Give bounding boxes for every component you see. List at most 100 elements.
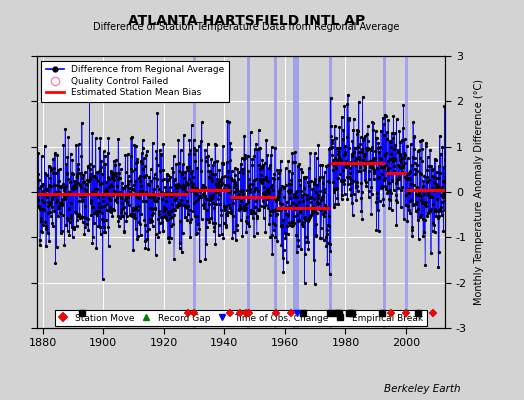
Point bbox=[384, 117, 392, 123]
Point bbox=[231, 179, 239, 185]
Point bbox=[188, 122, 196, 129]
Point bbox=[103, 201, 111, 208]
Point bbox=[430, 229, 439, 236]
Point bbox=[135, 219, 144, 226]
Point bbox=[438, 183, 446, 190]
Point bbox=[56, 210, 64, 216]
Point bbox=[385, 179, 393, 186]
Point bbox=[324, 162, 332, 168]
Point bbox=[250, 210, 259, 216]
Point bbox=[429, 200, 437, 207]
Point bbox=[90, 189, 98, 196]
Point bbox=[403, 218, 411, 224]
Point bbox=[222, 222, 231, 228]
Point bbox=[175, 202, 183, 208]
Point bbox=[72, 210, 80, 216]
Point bbox=[179, 174, 188, 181]
Point bbox=[424, 208, 433, 215]
Point bbox=[75, 211, 83, 217]
Point bbox=[285, 220, 293, 226]
Point bbox=[369, 120, 377, 126]
Point bbox=[365, 175, 374, 182]
Point bbox=[282, 182, 290, 188]
Point bbox=[331, 135, 339, 142]
Point bbox=[265, 188, 273, 195]
Point bbox=[404, 190, 412, 196]
Point bbox=[321, 168, 329, 175]
Point bbox=[339, 167, 347, 174]
Point bbox=[65, 204, 73, 211]
Point bbox=[309, 207, 318, 213]
Point bbox=[369, 165, 377, 171]
Point bbox=[410, 155, 419, 161]
Point bbox=[92, 174, 100, 181]
Point bbox=[366, 146, 374, 152]
Point bbox=[400, 150, 408, 156]
Point bbox=[238, 188, 246, 194]
Point bbox=[401, 174, 409, 180]
Point bbox=[83, 182, 91, 188]
Point bbox=[254, 188, 263, 194]
Point bbox=[126, 211, 134, 218]
Point bbox=[289, 217, 298, 224]
Point bbox=[121, 183, 129, 189]
Point bbox=[178, 185, 187, 191]
Point bbox=[378, 184, 386, 190]
Point bbox=[429, 220, 438, 226]
Point bbox=[371, 155, 379, 162]
Point bbox=[325, 179, 333, 185]
Point bbox=[36, 185, 44, 191]
Point bbox=[97, 210, 106, 216]
Point bbox=[165, 211, 173, 218]
Point bbox=[196, 193, 204, 199]
Point bbox=[108, 172, 117, 178]
Point bbox=[237, 205, 246, 211]
Point bbox=[444, 176, 452, 182]
Point bbox=[314, 206, 323, 212]
Point bbox=[356, 134, 365, 140]
Point bbox=[277, 242, 286, 249]
Point bbox=[143, 148, 151, 155]
Point bbox=[171, 195, 180, 202]
Point bbox=[35, 177, 43, 183]
Point bbox=[365, 164, 374, 171]
Point bbox=[400, 160, 409, 166]
Point bbox=[190, 137, 198, 144]
Point bbox=[275, 188, 283, 194]
Point bbox=[398, 137, 407, 144]
Point bbox=[201, 193, 209, 200]
Point bbox=[406, 198, 414, 204]
Point bbox=[69, 170, 78, 177]
Point bbox=[381, 182, 389, 189]
Point bbox=[433, 168, 441, 175]
Point bbox=[277, 206, 285, 212]
Point bbox=[150, 171, 159, 178]
Point bbox=[424, 192, 432, 198]
Point bbox=[303, 178, 312, 185]
Point bbox=[108, 170, 116, 176]
Point bbox=[433, 208, 442, 215]
Point bbox=[440, 163, 448, 170]
Point bbox=[318, 196, 326, 202]
Point bbox=[268, 182, 277, 188]
Point bbox=[150, 194, 158, 200]
Point bbox=[201, 147, 209, 153]
Point bbox=[146, 219, 154, 225]
Point bbox=[99, 276, 107, 283]
Point bbox=[312, 232, 320, 239]
Point bbox=[214, 178, 223, 185]
Bar bbox=[247, 56, 250, 328]
Point bbox=[270, 227, 278, 233]
Point bbox=[169, 177, 178, 184]
Point bbox=[409, 119, 417, 126]
Point bbox=[45, 238, 53, 244]
Point bbox=[284, 157, 292, 164]
Point bbox=[333, 194, 342, 201]
Point bbox=[204, 216, 213, 223]
Point bbox=[436, 206, 444, 212]
Point bbox=[40, 207, 48, 213]
Point bbox=[267, 152, 275, 158]
Point bbox=[281, 205, 289, 211]
Point bbox=[280, 184, 288, 190]
Point bbox=[329, 179, 337, 186]
